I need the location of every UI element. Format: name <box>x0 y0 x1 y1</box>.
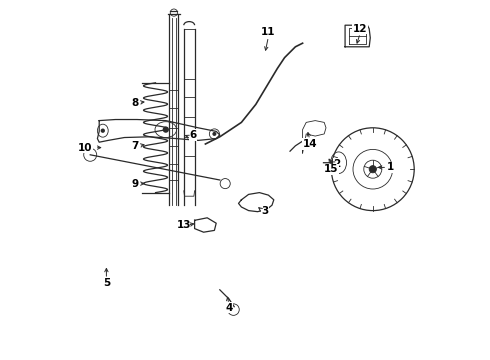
Text: 8: 8 <box>132 98 139 108</box>
Text: 12: 12 <box>353 24 368 34</box>
Text: 14: 14 <box>302 139 317 149</box>
Text: 1: 1 <box>387 162 394 172</box>
Circle shape <box>369 166 376 173</box>
Circle shape <box>163 126 169 133</box>
Text: 3: 3 <box>261 206 269 216</box>
Text: 2: 2 <box>333 159 341 169</box>
Circle shape <box>100 129 105 133</box>
Text: 7: 7 <box>131 141 139 151</box>
Text: 15: 15 <box>324 164 339 174</box>
Circle shape <box>212 132 217 136</box>
Text: 11: 11 <box>261 27 276 37</box>
Text: 6: 6 <box>189 130 196 140</box>
Text: 9: 9 <box>132 179 139 189</box>
Text: 10: 10 <box>77 143 92 153</box>
Text: 5: 5 <box>103 278 110 288</box>
Text: 13: 13 <box>176 220 191 230</box>
Text: 4: 4 <box>225 303 232 313</box>
